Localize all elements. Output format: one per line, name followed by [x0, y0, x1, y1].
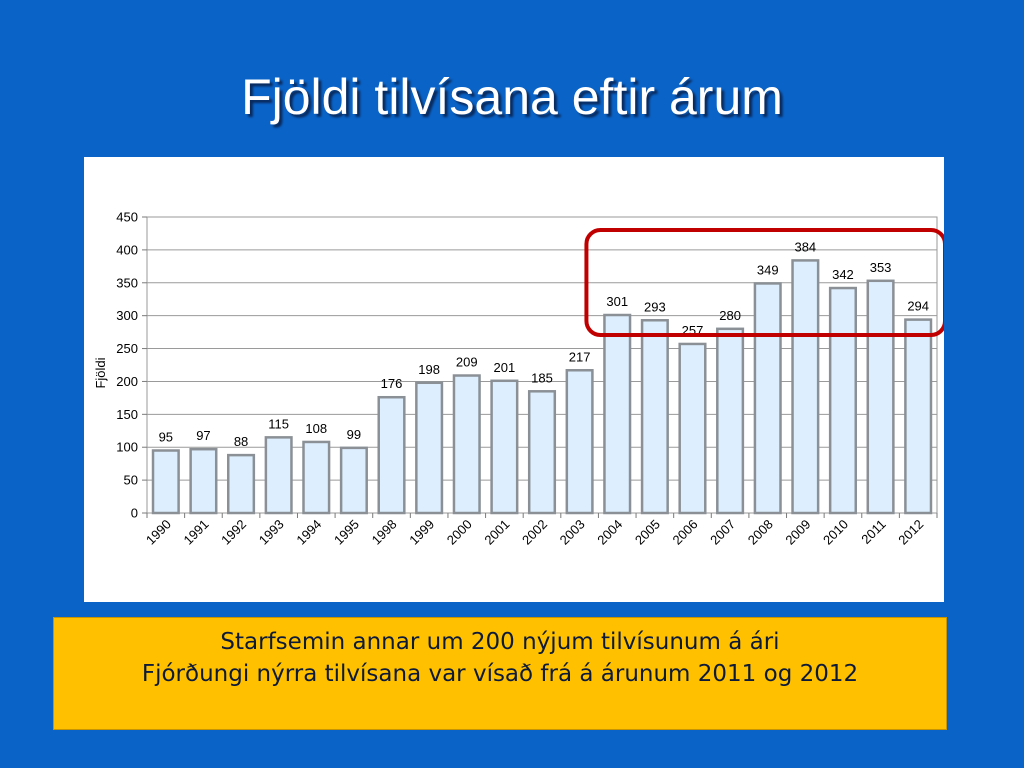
- data-label: 115: [268, 416, 289, 431]
- bar: [490, 379, 519, 515]
- x-tick-label: 2001: [481, 517, 512, 548]
- bar: [415, 381, 444, 515]
- bar: [377, 395, 406, 515]
- data-label: 185: [531, 370, 553, 385]
- x-tick-label: 2008: [745, 517, 776, 548]
- bar: [339, 446, 368, 515]
- bar: [603, 313, 632, 515]
- data-label: 294: [907, 299, 929, 314]
- bar: [302, 440, 331, 515]
- data-label: 95: [159, 430, 173, 445]
- bar: [151, 449, 180, 515]
- data-label: 293: [644, 299, 666, 314]
- data-label: 349: [757, 262, 779, 277]
- x-tick-label: 2011: [858, 517, 888, 547]
- data-label: 280: [719, 308, 741, 323]
- chart-panel: 0 50 100 150 200 250 300 350 400 450 Fjöldi 95 1990 9…: [84, 157, 944, 602]
- bar: [791, 259, 820, 515]
- highlight-rectangle: [584, 228, 944, 337]
- x-tick-label: 2006: [670, 517, 701, 548]
- x-tick-label: 2012: [895, 517, 926, 548]
- x-tick-label: 1999: [406, 517, 437, 548]
- data-label: 384: [794, 239, 816, 254]
- callout-line-1: Starfsemin annar um 200 nýjum tilvísunum…: [220, 629, 780, 655]
- callout-box: Starfsemin annar um 200 nýjum tilvísunum…: [53, 617, 947, 730]
- data-label: 209: [456, 355, 478, 370]
- y-tick-label: 0: [131, 506, 138, 521]
- data-label: 301: [606, 294, 628, 309]
- x-tick-label: 1992: [218, 517, 249, 548]
- x-tick-label: 1991: [180, 517, 211, 548]
- x-tick-label: 2009: [782, 517, 813, 548]
- data-label: 176: [381, 376, 403, 391]
- x-tick-label: 1995: [331, 517, 362, 548]
- data-label: 201: [494, 360, 516, 375]
- data-label: 97: [196, 428, 210, 443]
- bar: [264, 436, 293, 515]
- x-tick-label: 1998: [369, 517, 400, 548]
- y-tick-label: 250: [116, 341, 138, 356]
- bar: [452, 374, 481, 515]
- bar: [527, 390, 557, 515]
- data-label: 353: [870, 260, 892, 275]
- x-tick-label: 1990: [143, 517, 174, 548]
- callout-line-2: Fjórðungi nýrra tilvísana var vísað frá …: [141, 661, 859, 687]
- y-tick-label: 350: [116, 275, 138, 290]
- x-tick-label: 2005: [632, 517, 663, 548]
- y-tick-label: 200: [116, 374, 138, 389]
- data-label: 88: [234, 434, 248, 449]
- data-label: 108: [305, 421, 327, 436]
- y-tick-label: 50: [124, 473, 138, 488]
- x-tick-label: 2004: [594, 517, 625, 548]
- bar: [678, 342, 707, 515]
- bar: [640, 319, 669, 515]
- slide-title: Fjöldi tilvísana eftir árum: [241, 69, 783, 125]
- bar: [716, 327, 745, 515]
- x-tick-label: 1994: [293, 517, 324, 548]
- data-label: 198: [418, 362, 440, 377]
- data-label: 342: [832, 267, 854, 282]
- x-tick-label: 1993: [256, 517, 287, 548]
- y-tick-label: 450: [116, 210, 138, 225]
- bar: [227, 453, 256, 515]
- x-tick-label: 2007: [707, 517, 738, 548]
- bar: [904, 318, 933, 515]
- data-label: 99: [347, 427, 361, 442]
- bar: [565, 369, 594, 515]
- x-tick-label: 2000: [444, 517, 475, 548]
- x-tick-label: 2010: [820, 517, 851, 548]
- y-axis-title: Fjöldi: [93, 357, 108, 388]
- bar: [189, 447, 218, 515]
- bar: [828, 286, 857, 515]
- bar: [753, 282, 782, 515]
- bar: [866, 279, 895, 515]
- x-tick-label: 2002: [519, 517, 550, 548]
- data-label: 217: [569, 349, 591, 364]
- bar-chart: 0 50 100 150 200 250 300 350 400 450 Fjöldi 95 1990 9…: [93, 210, 944, 548]
- x-tick-label: 2003: [557, 517, 588, 548]
- y-tick-label: 300: [116, 308, 138, 323]
- y-tick-label: 400: [116, 242, 138, 257]
- y-tick-label: 100: [116, 440, 138, 455]
- y-tick-label: 150: [116, 407, 138, 422]
